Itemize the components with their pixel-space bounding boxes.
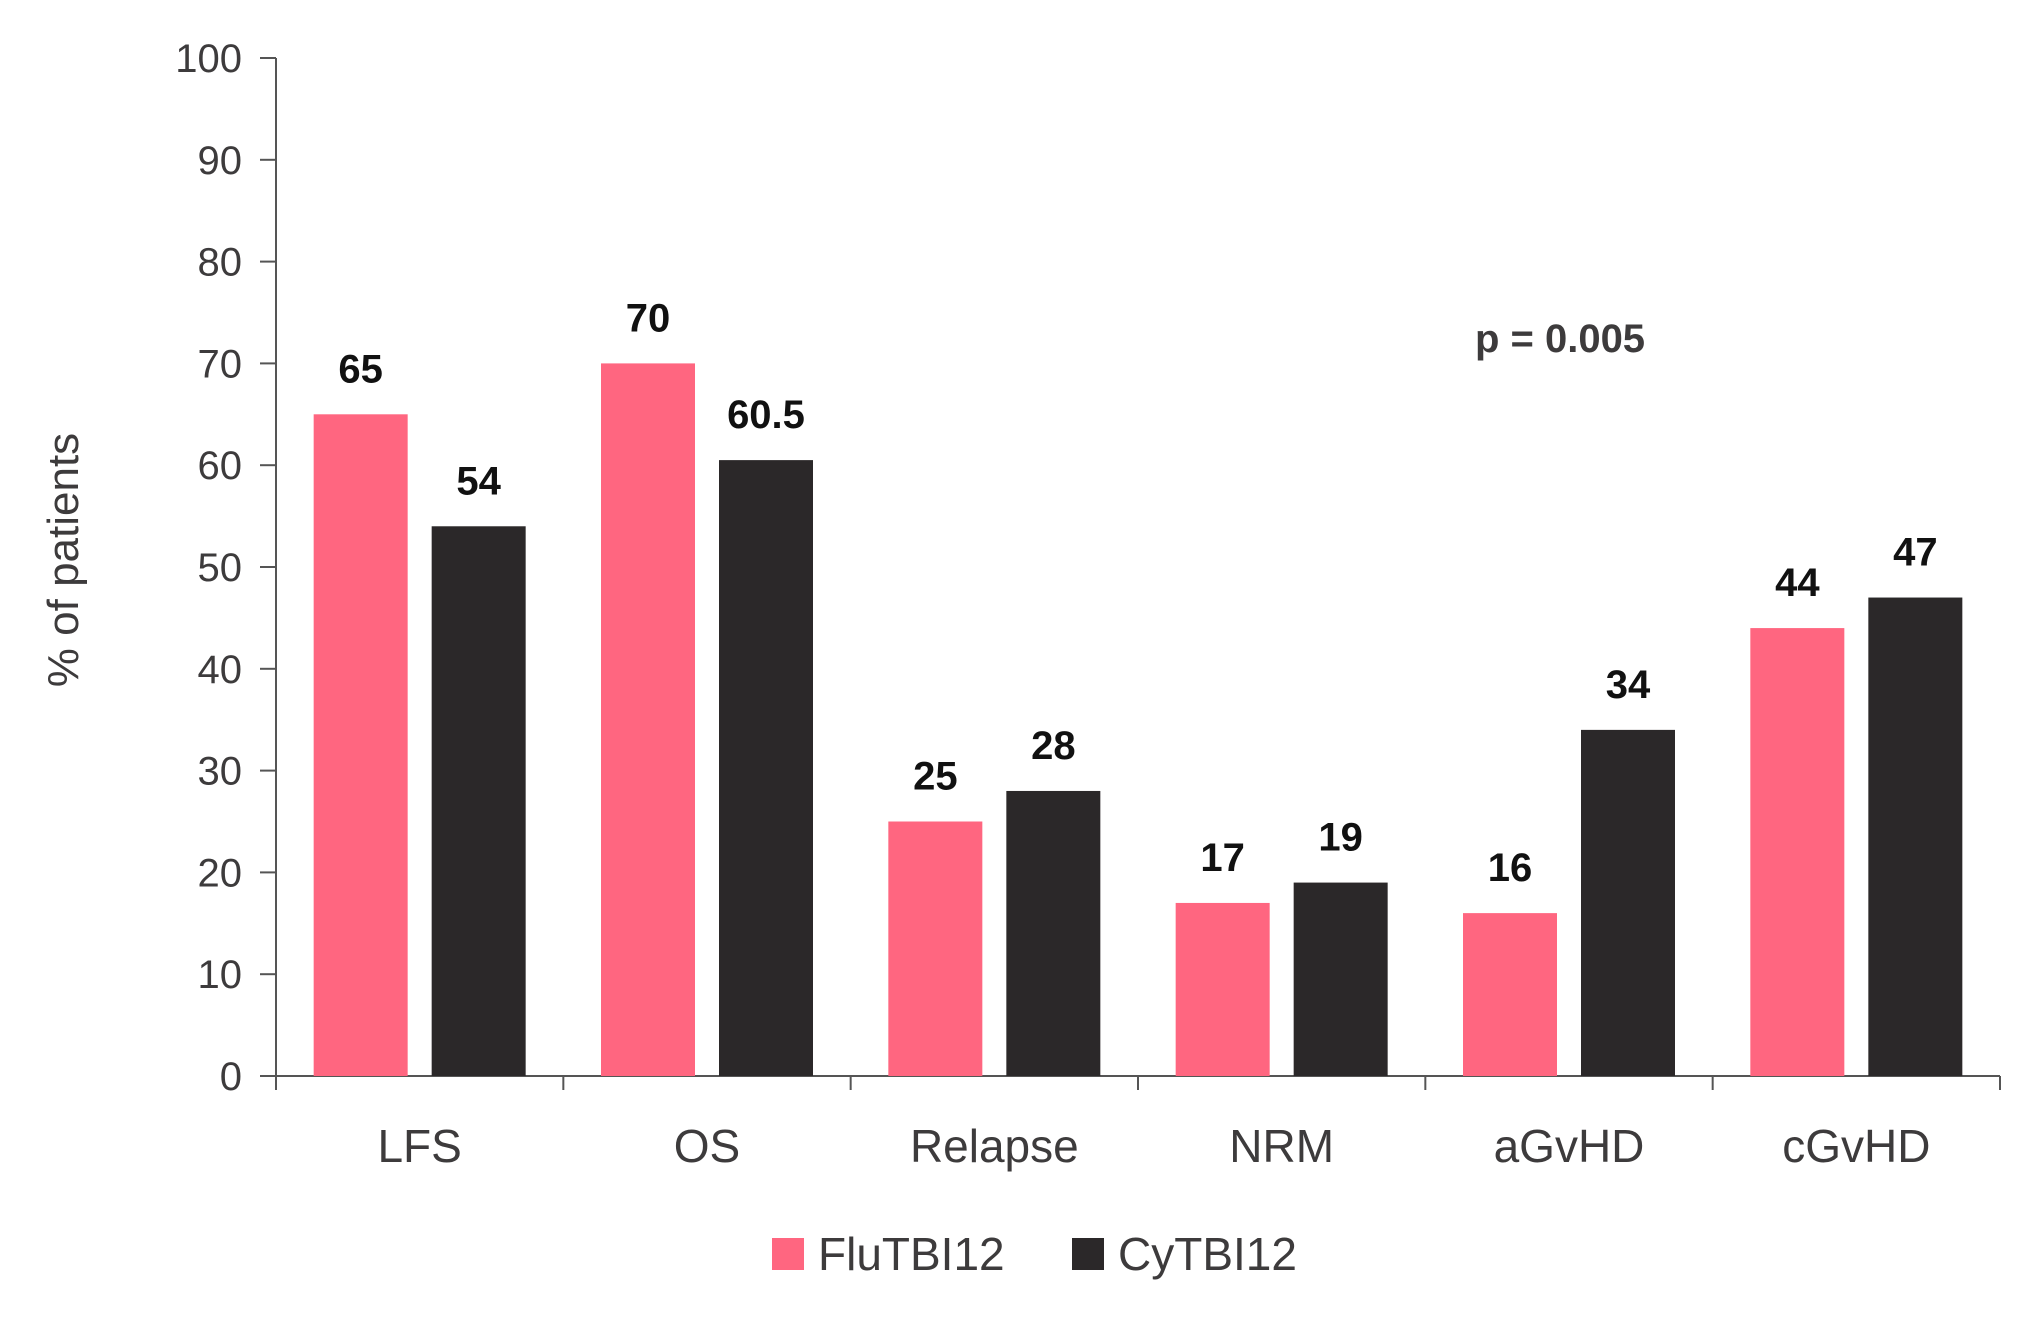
data-label: 34 <box>1606 663 1651 707</box>
legend: FluTBI12 CyTBI12 <box>772 1228 1297 1280</box>
y-tick-label: 50 <box>198 546 243 590</box>
y-tick-label: 10 <box>198 953 243 997</box>
data-label: 60.5 <box>727 393 805 437</box>
bar-CyTBI12-LFS <box>431 526 526 1076</box>
bar-CyTBI12-NRM <box>1293 882 1388 1076</box>
bar-FluTBI12-aGvHD <box>1463 913 1557 1076</box>
bar-CyTBI12-Relapse <box>1006 790 1101 1076</box>
data-label: 19 <box>1318 816 1363 860</box>
legend-swatch <box>1072 1238 1104 1270</box>
data-label: 44 <box>1775 561 1820 605</box>
data-labels: 65 70 25 17 16 44 54 60.5 28 19 34 47 <box>338 296 1937 890</box>
bar-FluTBI12-cGvHD <box>1750 628 1845 1076</box>
y-tick-label: 20 <box>198 851 243 895</box>
legend-label: CyTBI12 <box>1118 1228 1297 1280</box>
data-label: 65 <box>338 347 383 391</box>
bar-CyTBI12-aGvHD <box>1581 729 1675 1076</box>
x-tick-label: aGvHD <box>1494 1120 1645 1172</box>
y-tick-label: 40 <box>198 648 243 692</box>
bar-CyTBI12-OS <box>719 460 813 1076</box>
x-tick-label: NRM <box>1229 1120 1334 1172</box>
y-tick-label: 90 <box>198 139 243 183</box>
bar-FluTBI12-Relapse <box>888 821 983 1076</box>
y-tick-label: 80 <box>198 241 243 285</box>
data-label: 28 <box>1031 724 1076 768</box>
bar-FluTBI12-LFS <box>313 414 408 1076</box>
y-axis-title: % of patients <box>39 433 88 687</box>
y-tick-label: 70 <box>198 342 243 386</box>
y-tick-label: 30 <box>198 750 243 794</box>
x-tick-label: LFS <box>377 1120 461 1172</box>
y-tick-label: 0 <box>220 1055 242 1099</box>
legend-label: FluTBI12 <box>818 1228 1005 1280</box>
data-label: 54 <box>456 459 501 503</box>
bar-FluTBI12-NRM <box>1175 902 1270 1076</box>
data-label: 16 <box>1488 846 1533 890</box>
y-axis: 0 10 20 30 40 50 60 70 80 90 100 <box>175 37 277 1099</box>
y-tick-label: 100 <box>175 37 242 81</box>
data-label: 47 <box>1893 531 1938 575</box>
legend-swatch <box>772 1238 804 1270</box>
bar-CyTBI12-cGvHD <box>1868 597 1963 1076</box>
bar-FluTBI12-OS <box>601 363 695 1076</box>
data-label: 17 <box>1200 836 1245 880</box>
x-axis: LFS OS Relapse NRM aGvHD cGvHD <box>275 1075 2001 1172</box>
x-tick-label: Relapse <box>910 1120 1079 1172</box>
p-value-annotation: p = 0.005 <box>1475 317 1645 361</box>
bars <box>313 363 1963 1076</box>
data-label: 25 <box>913 755 958 799</box>
data-label: 70 <box>626 296 671 340</box>
y-tick-label: 60 <box>198 444 243 488</box>
x-tick-label: OS <box>674 1120 740 1172</box>
x-tick-label: cGvHD <box>1782 1120 1930 1172</box>
